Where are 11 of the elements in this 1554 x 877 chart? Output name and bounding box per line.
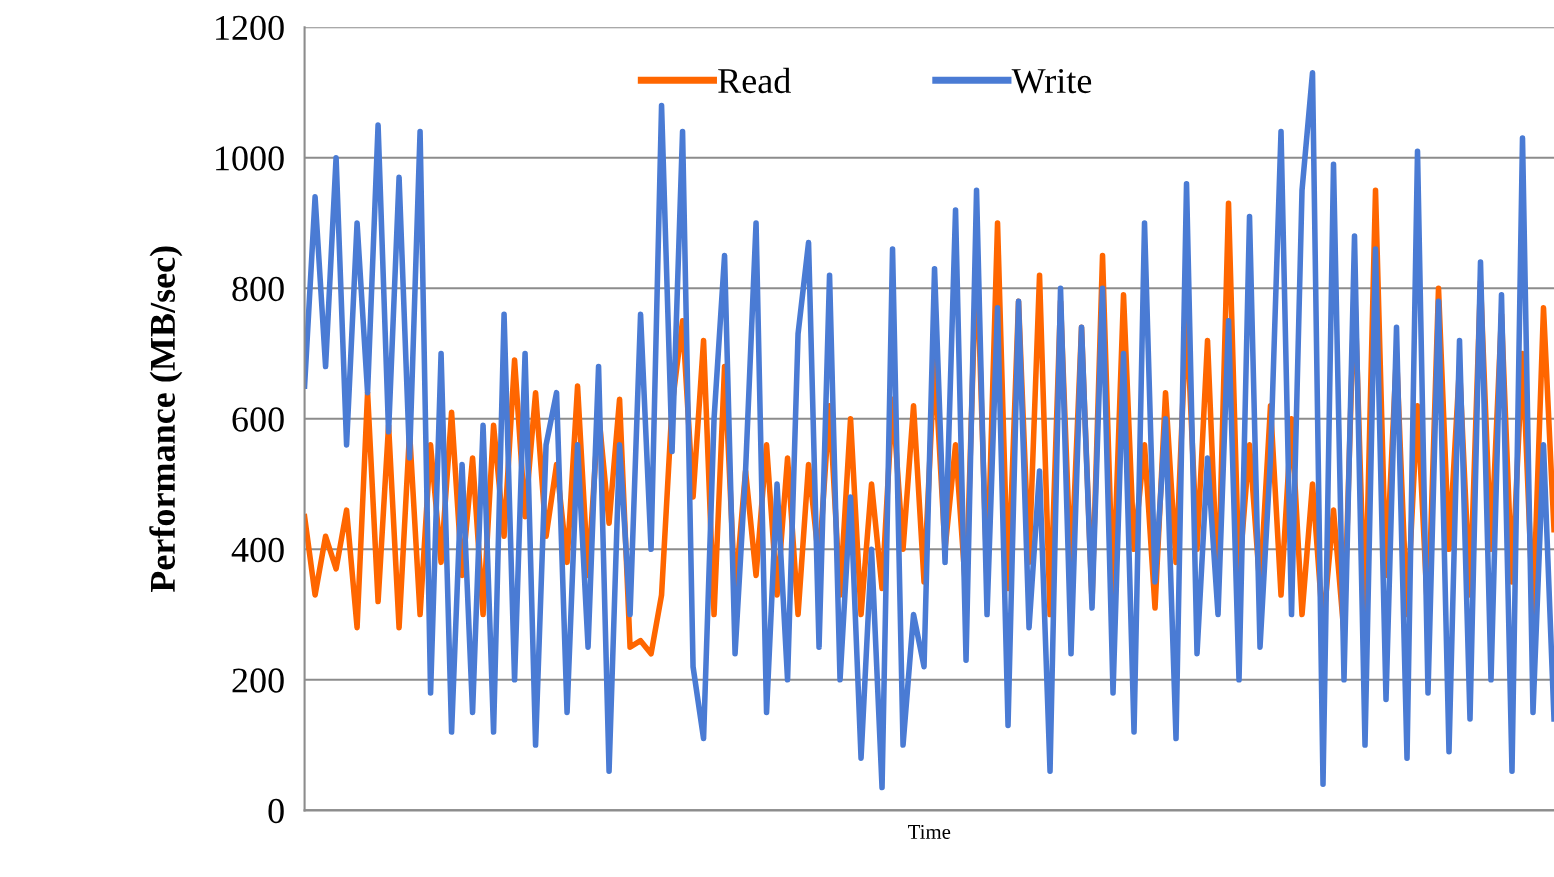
y-tick-label: 600 bbox=[232, 407, 284, 432]
x-axis-title: Time bbox=[908, 824, 951, 839]
y-tick-label: 1000 bbox=[216, 146, 284, 171]
y-tick-label: 400 bbox=[231, 537, 284, 563]
y-tick-label: 200 bbox=[232, 668, 284, 693]
y-tick-label: 1200 bbox=[216, 15, 284, 41]
y-tick-label: 0 bbox=[268, 798, 284, 824]
y-tick-label: 800 bbox=[232, 276, 284, 302]
legend-label: Read bbox=[718, 67, 791, 94]
legend-label: Write bbox=[1011, 68, 1092, 94]
y-axis-title: Performance (MB/sec) bbox=[149, 246, 183, 593]
